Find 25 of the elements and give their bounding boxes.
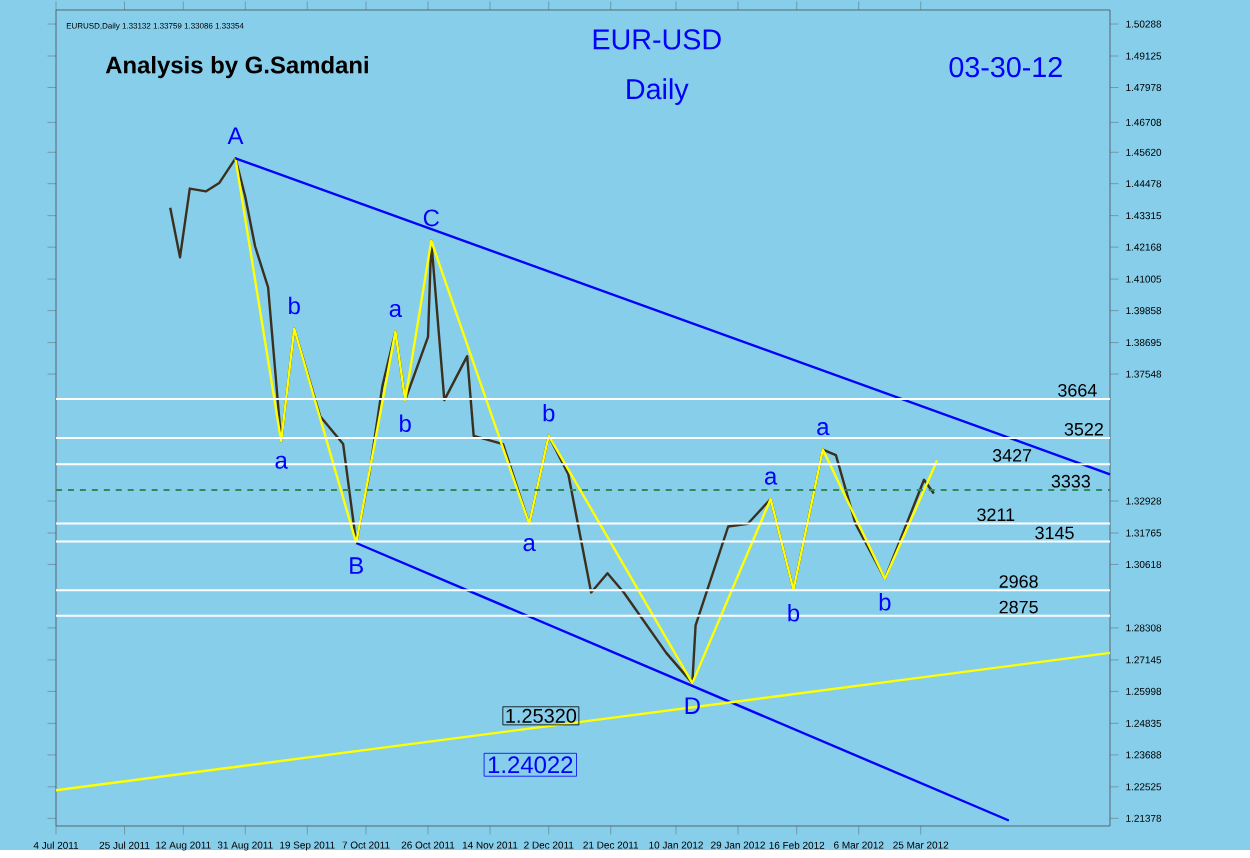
annotation: b (879, 593, 891, 611)
annotation: Analysis by G.Samdani (105, 56, 368, 79)
annotation: 3522 (1064, 423, 1103, 437)
text: Daily (627, 78, 689, 106)
text: EUR-USD (593, 29, 721, 50)
annotation: A (227, 127, 244, 145)
annotation: 3211 (977, 508, 1015, 522)
annotation: a (764, 471, 778, 486)
annotation: 1.24022 (488, 756, 573, 774)
annotation: a (523, 538, 536, 552)
annotation: b (400, 414, 411, 433)
annotation: 2968 (999, 575, 1038, 589)
annotation: 1.25320 (506, 709, 577, 724)
annotation: a (817, 422, 830, 436)
annotation: b (289, 297, 300, 315)
annotation: C (423, 209, 439, 227)
annotation: 03-30-12 (949, 57, 1062, 78)
annotation: 3427 (992, 449, 1032, 463)
annotation: 2875 (999, 601, 1038, 614)
annotation: b (543, 404, 555, 422)
annotation: B (350, 557, 363, 575)
annotation: 3333 (1051, 475, 1090, 488)
annotation: 3145 (1035, 526, 1074, 540)
annotation: a (389, 304, 403, 318)
annotation: 3664 (1058, 384, 1097, 398)
